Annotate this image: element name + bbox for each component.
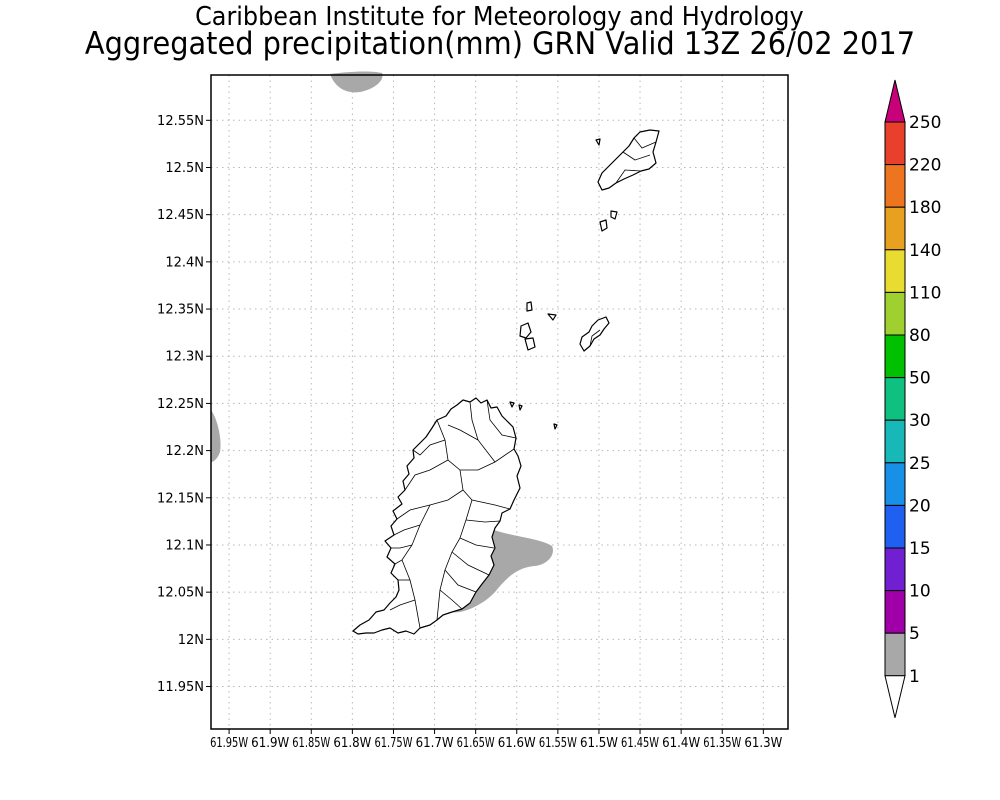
colorbar-segment — [884, 291, 906, 336]
islet-1 — [519, 322, 532, 339]
lon-tick-label: 61.75W — [374, 736, 412, 751]
longitude-axis: 61.95W 61.9W 61.85W 61.8W 61.75W 61.7W 61.65W 6… — [210, 729, 782, 751]
lon-tick-label: 61.85W — [292, 736, 330, 751]
colorbar-segment — [884, 249, 906, 293]
lon-tick-label: 61.55W — [539, 736, 577, 751]
islet-7 — [509, 401, 515, 408]
grenada-island-outline — [352, 397, 522, 635]
parish-boundaries — [389, 137, 657, 629]
lat-tick-label: 11.95N — [157, 680, 204, 695]
lat-tick-label: 12.05N — [157, 586, 204, 601]
latitude-axis: 12.55N 12.5N 12.45N 12.4N 12.35N 12.3N 12.25N 1… — [157, 114, 211, 695]
lat-tick-label: 12.35N — [157, 303, 204, 318]
lat-tick-label: 12N — [178, 633, 204, 648]
colorbar-label: 30 — [909, 411, 931, 431]
colorbar-segment — [884, 164, 906, 208]
colorbar-segment — [884, 462, 906, 506]
lon-tick-label: 61.6W — [498, 736, 536, 751]
islet-9 — [553, 423, 558, 430]
lon-tick-label: 61.45W — [621, 736, 659, 751]
map-frame — [210, 74, 789, 730]
precipitation-shading — [211, 71, 553, 613]
grid-lines — [211, 75, 788, 729]
title-line-1: Caribbean Institute for Meteorology and … — [195, 2, 804, 32]
islet-3 — [526, 301, 533, 312]
lat-tick-label: 12.45N — [157, 208, 204, 223]
lat-tick-label: 12.15N — [157, 491, 204, 506]
lat-tick-label: 12.25N — [157, 397, 204, 412]
islet-4 — [547, 313, 557, 321]
precip-area-west-edge — [211, 410, 221, 462]
colorbar-segment — [884, 590, 906, 634]
colorbar-segment — [884, 121, 906, 166]
precip-area-north-top — [330, 71, 383, 93]
lat-tick-label: 12.55N — [157, 114, 204, 129]
lat-tick-label: 12.4N — [165, 255, 204, 270]
colorbar-label: 220 — [909, 156, 941, 176]
colorbar-segment — [884, 377, 906, 421]
colorbar-label: 25 — [909, 454, 931, 474]
colorbar-top-triangle — [884, 79, 906, 123]
islet-2 — [524, 337, 536, 351]
islet-6 — [610, 210, 618, 220]
islet-5 — [599, 219, 608, 232]
islet-8 — [518, 404, 523, 411]
lat-tick-label: 12.2N — [165, 444, 204, 459]
colorbar-segment — [884, 206, 906, 251]
colorbar-segment — [884, 504, 906, 549]
colorbar-segment — [884, 547, 906, 592]
lon-tick-label: 61.3W — [744, 736, 782, 751]
colorbar-label: 15 — [909, 539, 931, 559]
lat-tick-label: 12.1N — [165, 538, 204, 553]
colorbar-label: 10 — [909, 582, 931, 602]
lon-tick-label: 61.95W — [210, 736, 248, 751]
colorbar-label: 50 — [909, 369, 931, 389]
colorbar-label: 80 — [909, 326, 931, 346]
lon-tick-label: 61.9W — [251, 736, 289, 751]
colorbar-segment — [884, 419, 906, 464]
lon-tick-label: 61.7W — [416, 736, 454, 751]
northern-islands-outline — [597, 129, 660, 191]
colorbar-segment — [884, 632, 906, 677]
colorbar-legend: 250 220 180 140 110 80 50 30 25 20 15 10 5 1 — [884, 79, 941, 718]
colorbar-label: 20 — [909, 496, 931, 516]
lat-tick-label: 12.3N — [165, 350, 204, 365]
lon-tick-label: 61.35W — [703, 736, 741, 751]
lon-tick-label: 61.5W — [580, 736, 618, 751]
lat-tick-label: 12.5N — [165, 161, 204, 176]
colorbar-label: 250 — [909, 113, 941, 133]
lon-tick-label: 61.8W — [333, 736, 371, 751]
colorbar-label: 110 — [909, 283, 941, 303]
title-line-2: Aggregated precipitation(mm) GRN Valid 1… — [84, 26, 916, 62]
colorbar-bottom-triangle — [884, 675, 906, 718]
islet-10 — [595, 138, 601, 146]
colorbar-label: 140 — [909, 241, 941, 261]
lon-tick-label: 61.4W — [662, 736, 700, 751]
colorbar-label: 1 — [909, 667, 920, 687]
colorbar-label: 180 — [909, 198, 941, 218]
colorbar-label: 5 — [909, 624, 920, 644]
lon-tick-label: 61.65W — [457, 736, 495, 751]
colorbar-segment — [884, 334, 906, 379]
